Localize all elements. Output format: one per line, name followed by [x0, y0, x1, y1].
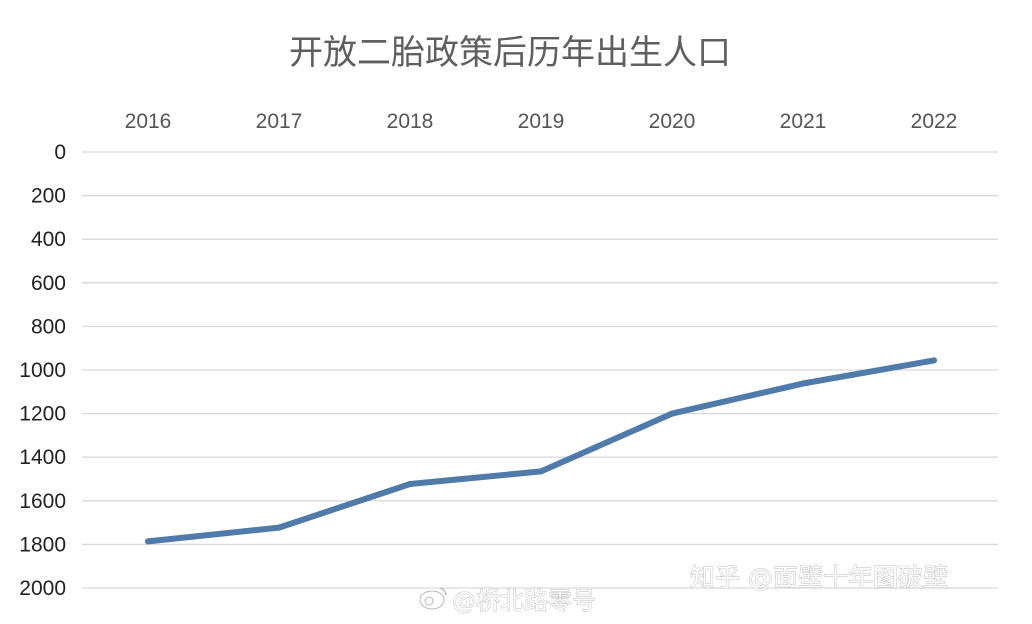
x-axis: 2016 2017 2018 2019 2020 2021 2022 — [125, 110, 958, 133]
y-tick-label: 600 — [31, 272, 66, 295]
y-tick-label: 1000 — [19, 359, 66, 382]
x-tick-label: 2022 — [911, 110, 958, 133]
series-group — [145, 357, 937, 545]
x-tick-label: 2020 — [649, 110, 696, 133]
y-tick-label: 0 — [54, 141, 66, 164]
data-point-2016 — [145, 538, 151, 545]
data-point-2020 — [669, 410, 675, 417]
x-tick-label: 2018 — [387, 110, 434, 133]
series-line — [145, 357, 937, 545]
data-point-2018 — [407, 481, 413, 488]
data-point-2022 — [931, 357, 937, 364]
y-tick-label: 1600 — [19, 490, 66, 513]
data-point-2021 — [800, 380, 806, 387]
watermark-zhihu: 知乎 @面壁十年图破壁 — [690, 563, 948, 592]
data-point-2019 — [538, 468, 544, 475]
x-tick-label: 2017 — [256, 110, 303, 133]
watermarks: 知乎 @面壁十年图破壁 @桥北路零号 — [419, 563, 948, 615]
y-tick-label: 200 — [31, 185, 66, 208]
y-tick-label: 800 — [31, 315, 66, 338]
y-tick-label: 2000 — [19, 577, 66, 600]
watermark-weibo: @桥北路零号 — [452, 587, 596, 615]
y-tick-label: 1200 — [19, 403, 66, 426]
weibo-logo-icon — [419, 587, 447, 610]
data-point-2017 — [276, 524, 282, 531]
gridlines — [82, 151, 998, 589]
y-tick-label: 400 — [31, 228, 66, 251]
x-tick-label: 2019 — [518, 110, 565, 133]
x-tick-label: 2021 — [780, 110, 827, 133]
y-axis: 0 200 400 600 800 1000 1200 1400 1600 1800 2000 — [19, 141, 66, 600]
x-tick-label: 2016 — [125, 110, 172, 133]
chart-title: 开放二胎政策后历年出生人口 — [289, 33, 731, 73]
y-tick-label: 1800 — [19, 533, 66, 556]
y-tick-label: 1400 — [19, 446, 66, 469]
